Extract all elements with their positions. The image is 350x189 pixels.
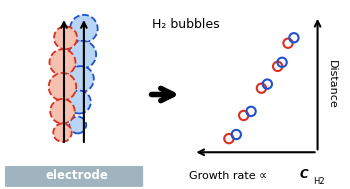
Point [226, 137, 232, 140]
Point [259, 87, 264, 90]
Circle shape [69, 117, 86, 133]
Text: H2: H2 [313, 177, 325, 186]
Point [233, 133, 239, 136]
Circle shape [69, 41, 96, 68]
Point [285, 42, 291, 45]
Circle shape [49, 73, 76, 101]
Circle shape [68, 66, 94, 92]
FancyBboxPatch shape [5, 166, 143, 187]
Text: H₂ bubbles: H₂ bubbles [152, 18, 220, 31]
Point [265, 83, 270, 86]
Text: Distance: Distance [327, 60, 337, 108]
Point [279, 61, 285, 64]
Point [241, 114, 246, 117]
Circle shape [68, 91, 91, 114]
Point [248, 110, 254, 113]
Circle shape [54, 26, 77, 49]
Text: electrode: electrode [46, 169, 108, 182]
Text: Growth rate ∝: Growth rate ∝ [189, 171, 271, 181]
Circle shape [49, 49, 76, 75]
Point [291, 36, 297, 39]
Circle shape [53, 123, 72, 142]
Text: C: C [299, 168, 308, 181]
Circle shape [70, 15, 98, 42]
Circle shape [50, 99, 75, 123]
Point [275, 65, 280, 68]
